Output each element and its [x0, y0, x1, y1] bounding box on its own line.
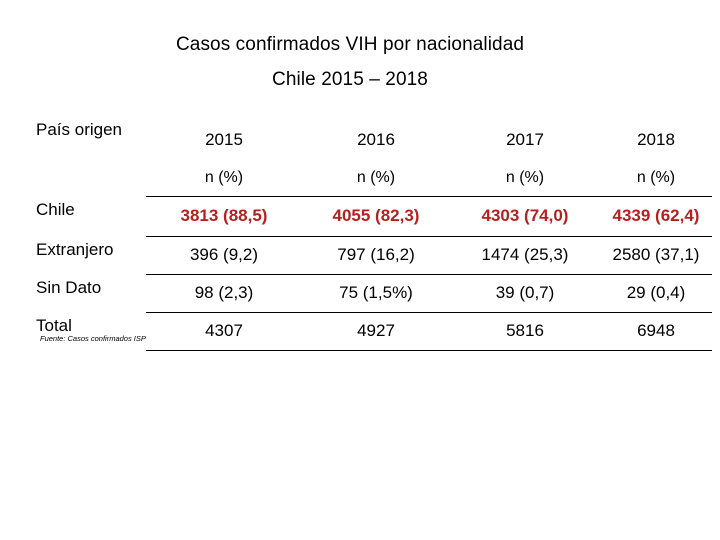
- table-cell: 29 (0,4): [600, 274, 712, 313]
- table-cell: 4307: [146, 312, 302, 351]
- table-cell: 5816: [450, 312, 600, 351]
- row-label: Extranjero: [36, 240, 114, 259]
- table-cell: 3813 (88,5): [146, 196, 302, 237]
- table-cell: 75 (1,5%): [302, 274, 450, 313]
- unit-label: n (%): [146, 160, 302, 197]
- table-cell: 4055 (82,3): [302, 196, 450, 237]
- page-subtitle: Chile 2015 – 2018: [272, 69, 428, 90]
- table-cell: 4927: [302, 312, 450, 351]
- table-cell: 2580 (37,1): [600, 236, 712, 275]
- table-cell: 797 (16,2): [302, 236, 450, 275]
- row-label: Chile: [36, 200, 75, 219]
- year-2017-header: 2017: [506, 130, 544, 149]
- data-table: País origen 2015 2016 2017 2018 n (%) n …: [36, 116, 712, 351]
- table-cell: 4303 (74,0): [450, 196, 600, 237]
- table-cell: 39 (0,7): [450, 274, 600, 313]
- row-label: Sin Dato: [36, 278, 102, 297]
- unit-label: n (%): [600, 160, 712, 197]
- table-cell: 396 (9,2): [146, 236, 302, 275]
- year-2018-header: 2018: [637, 130, 675, 149]
- unit-label: n (%): [302, 160, 450, 197]
- page-title: Casos confirmados VIH por nacionalidad: [175, 34, 525, 55]
- row-header-label: País origen: [36, 120, 122, 139]
- table-cell: 4339 (62,4): [600, 196, 712, 237]
- table-row-chile: Chile 3813 (88,5) 4055 (82,3) 4303 (74,0…: [36, 196, 712, 237]
- year-2015-header: 2015: [205, 130, 243, 149]
- year-header-row: País origen 2015 2016 2017 2018: [36, 116, 712, 160]
- table-cell: 1474 (25,3): [450, 236, 600, 275]
- table-row-extranjero: Extranjero 396 (9,2) 797 (16,2) 1474 (25…: [36, 236, 712, 275]
- unit-label: n (%): [450, 160, 600, 197]
- source-note: Fuente: Casos confirmados ISP: [40, 334, 146, 343]
- year-2016-header: 2016: [357, 130, 395, 149]
- table-cell: 6948: [600, 312, 712, 351]
- row-label: Total: [36, 316, 72, 335]
- table-cell: 98 (2,3): [146, 274, 302, 313]
- table-row-total: Total 4307 4927 5816 6948: [36, 312, 712, 351]
- unit-header-row: n (%) n (%) n (%) n (%): [36, 160, 712, 197]
- table-row-sin-dato: Sin Dato 98 (2,3) 75 (1,5%) 39 (0,7) 29 …: [36, 274, 712, 313]
